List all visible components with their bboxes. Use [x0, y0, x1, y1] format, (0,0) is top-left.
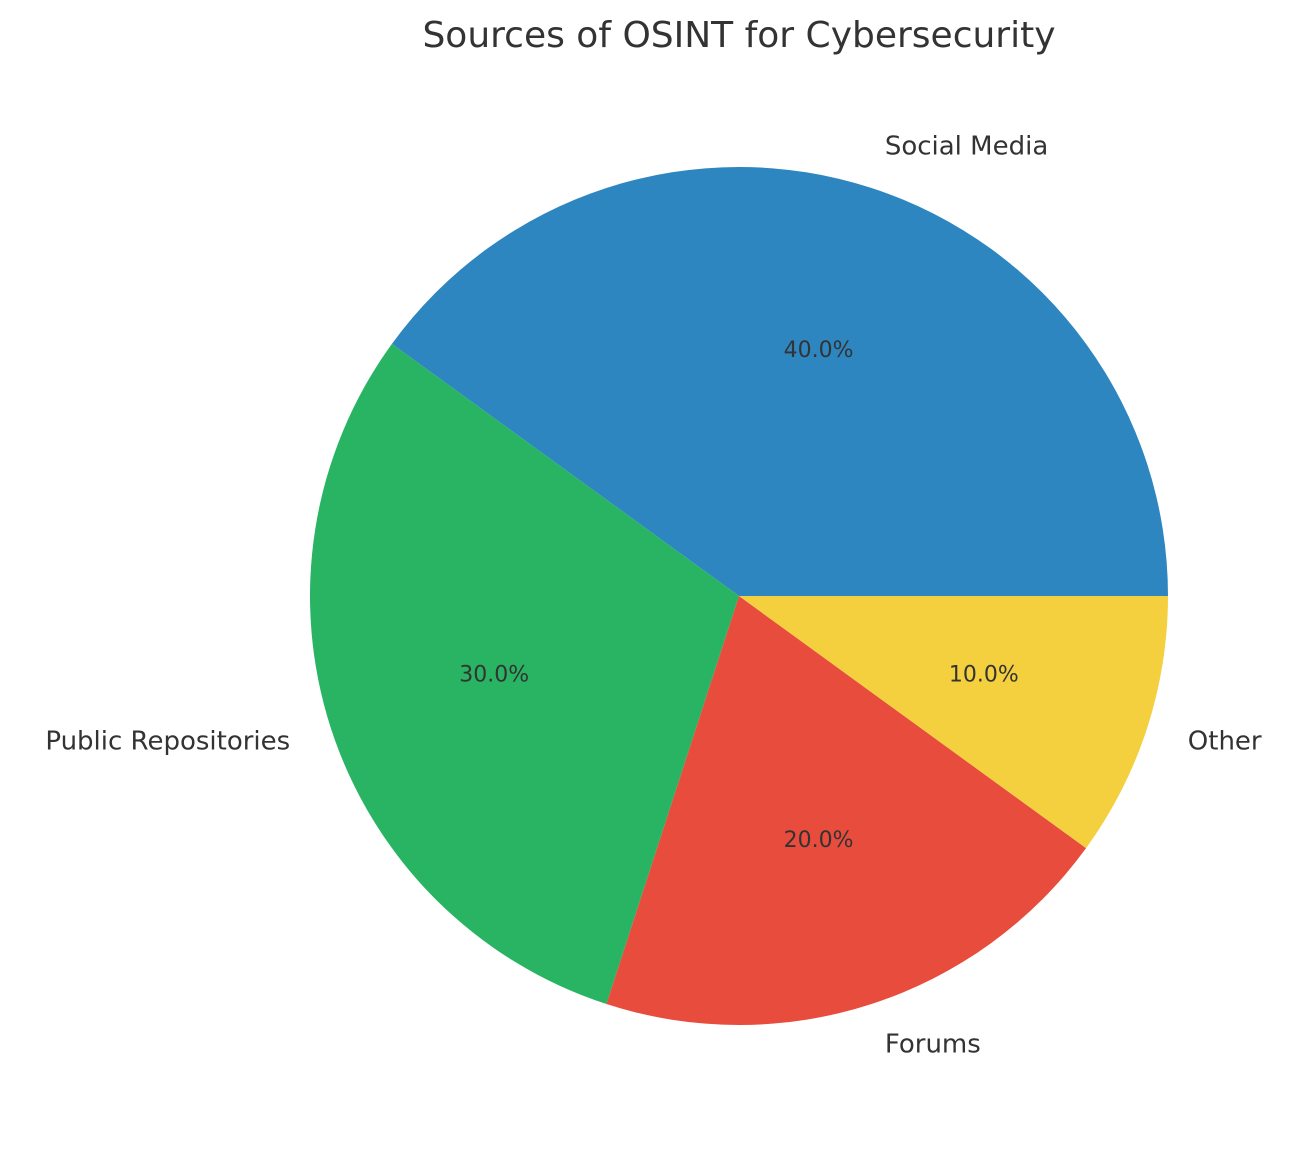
slice-label: Public Repositories — [45, 726, 290, 756]
slice-percent-label: 20.0% — [784, 828, 854, 853]
slice-label: Forums — [885, 1029, 981, 1059]
slice-percent-label: 30.0% — [459, 663, 529, 688]
pie-slice-forums — [606, 596, 1087, 1025]
chart-title: Sources of OSINT for Cybersecurity — [422, 15, 1055, 56]
pie-slice-other — [739, 596, 1168, 849]
slice-percent-label: 10.0% — [949, 663, 1019, 688]
slice-label: Other — [1188, 726, 1262, 756]
pie-slice-public-repositories — [310, 343, 739, 1005]
slice-label: Social Media — [885, 132, 1048, 162]
slice-percent-label: 40.0% — [784, 338, 854, 363]
pie-slice-social-media — [391, 167, 1168, 597]
